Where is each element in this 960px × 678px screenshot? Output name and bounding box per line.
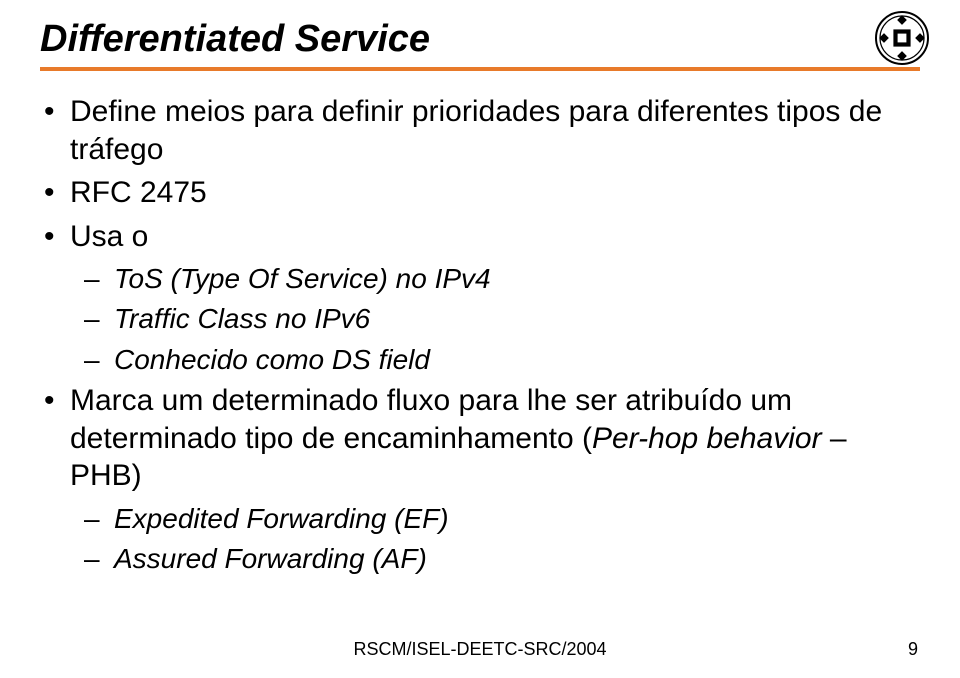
bullet-text: Usa o: [70, 220, 148, 253]
footer-text: RSCM/ISEL-DEETC-SRC/2004: [0, 639, 960, 660]
bullet-text: ToS (Type Of Service) no IPv4: [114, 263, 491, 294]
t: ToS (: [114, 263, 180, 294]
t: (EF): [386, 503, 448, 534]
bullet-text: Conhecido como DS field: [114, 344, 430, 375]
t: Expedited Forwarding: [114, 503, 386, 534]
divider: [40, 67, 920, 71]
t: Conhecido como DS: [114, 344, 379, 375]
bullet-level2: Assured Forwarding (AF): [84, 541, 920, 577]
bullet-level2: Conhecido como DS field: [84, 342, 920, 378]
institution-logo-icon: [874, 10, 930, 66]
t: field: [379, 344, 430, 375]
bullet-level2: ToS (Type Of Service) no IPv4: [84, 261, 920, 297]
t: Type Of Service: [180, 263, 379, 294]
t: no IPv6: [268, 303, 371, 334]
t: (AF): [365, 543, 427, 574]
t: Traffic Class: [114, 303, 268, 334]
t: ) no IPv4: [379, 263, 491, 294]
bullet-level2: Traffic Class no IPv6: [84, 301, 920, 337]
bullet-text: Expedited Forwarding (EF): [114, 503, 449, 534]
slide-title: Differentiated Service: [40, 18, 430, 61]
page-number: 9: [908, 639, 918, 660]
t: Per-hop behavior: [592, 422, 822, 455]
slide: Differentiated Service Define meios para…: [0, 0, 960, 678]
bullet-level1: Marca um determinado fluxo para lhe ser …: [44, 382, 920, 495]
bullet-text: Define meios para definir prioridades pa…: [70, 95, 882, 166]
bullet-level1: RFC 2475: [44, 174, 920, 212]
bullet-text: Assured Forwarding (AF): [114, 543, 427, 574]
t: Assured Forwarding: [114, 543, 365, 574]
bullet-level1: Usa o: [44, 218, 920, 256]
content: Define meios para definir prioridades pa…: [40, 93, 920, 577]
header: Differentiated Service: [40, 18, 920, 61]
bullet-text: Traffic Class no IPv6: [114, 303, 370, 334]
bullet-text: RFC 2475: [70, 176, 207, 209]
bullet-text: Marca um determinado fluxo para lhe ser …: [70, 384, 847, 492]
bullet-level1: Define meios para definir prioridades pa…: [44, 93, 920, 168]
bullet-level2: Expedited Forwarding (EF): [84, 501, 920, 537]
